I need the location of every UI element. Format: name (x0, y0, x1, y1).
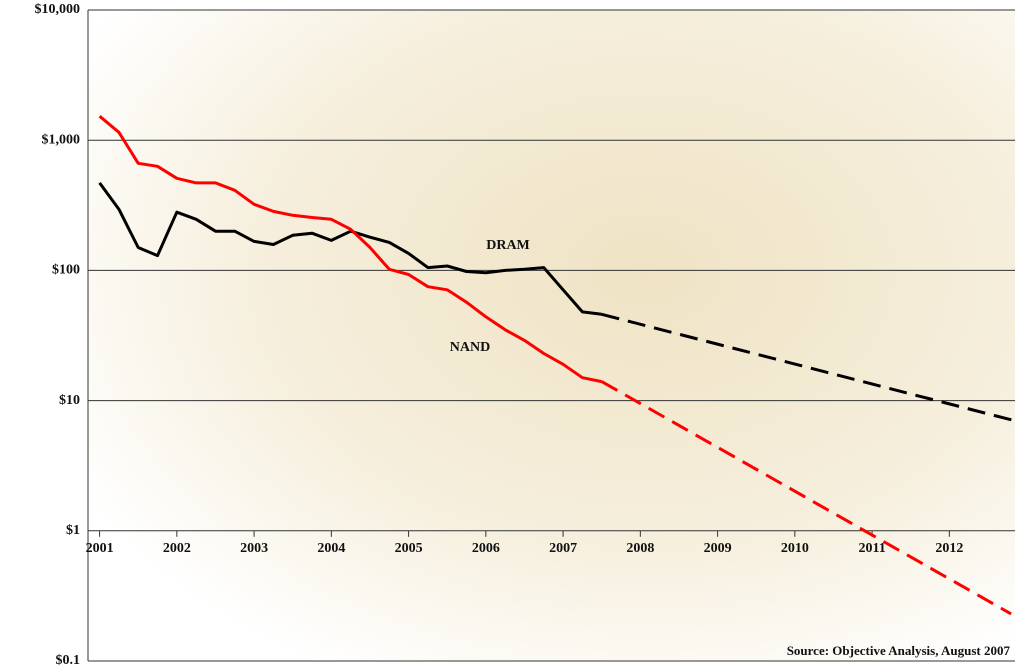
x-tick-label: 2004 (317, 541, 345, 556)
x-tick-label: 2001 (86, 541, 114, 556)
x-tick-label: 2011 (858, 541, 885, 556)
series-line (98, 115, 602, 384)
x-tick-label: 2012 (935, 541, 963, 556)
x-tick-label: 2009 (704, 541, 732, 556)
x-tick-label: 2003 (240, 541, 268, 556)
y-tick-label: $0.1 (56, 653, 81, 668)
x-tick-label: 2007 (549, 541, 577, 556)
x-tick-label: 2005 (395, 541, 423, 556)
forecast-line (601, 312, 1015, 423)
x-tick-label: 2006 (472, 541, 500, 556)
series-label: NAND (450, 340, 490, 355)
y-tick-label: $1,000 (42, 132, 81, 147)
plot-background (88, 10, 1015, 661)
x-tick-label: 2008 (626, 541, 654, 556)
y-tick-label: $100 (52, 263, 80, 278)
x-tick-label: 2002 (163, 541, 191, 556)
y-tick-label: $10 (59, 393, 80, 408)
source-note: Source: Objective Analysis, August 2007 (787, 643, 1011, 658)
series-label: DRAM (486, 238, 530, 253)
x-tick-label: 2010 (781, 541, 809, 556)
y-tick-label: $1 (66, 523, 80, 538)
forecast-line (600, 380, 1012, 616)
y-tick-label: $10,000 (35, 2, 81, 17)
